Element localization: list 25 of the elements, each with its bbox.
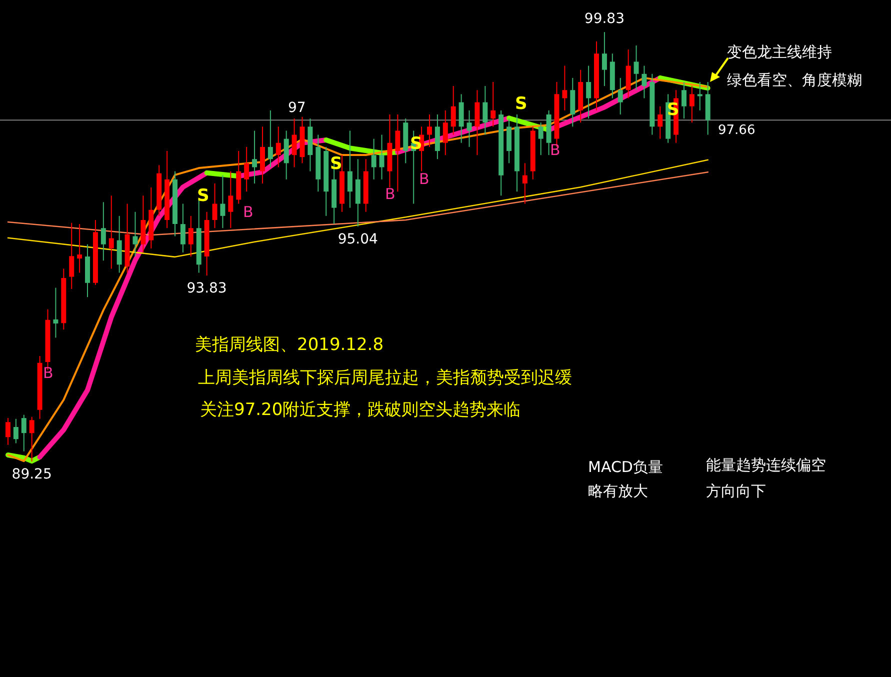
annotation: S [667,100,680,120]
annotation: S [197,186,210,206]
text: 略有放大 [588,482,648,500]
annotation: S [410,134,422,154]
text: 变色龙主线维持 [727,43,832,61]
annotation: 99.83 [584,11,625,28]
annotation: 97 [288,100,306,116]
annotation: 美指周线图、2019.12.8 [195,335,384,355]
annotation: B [550,141,560,159]
annotation: 能量趋势连续偏空 [706,456,826,474]
annotation: S [330,154,342,174]
annotation: B [43,364,54,382]
ref-line-label: 97.66 [718,123,756,138]
annotation: B [385,185,396,203]
annotation: 95.04 [338,231,378,248]
annotation: MACD负量 [588,458,663,476]
annotation: 关注97.20附近支撑，跌破则空头趋势来临 [200,400,521,420]
text: 绿色看空、角度模糊 [727,71,862,89]
annotation: 89.25 [12,466,52,482]
annotation: B [243,203,254,221]
annotation: 上周美指周线下探后周尾拉起，美指颓势受到迟缓 [198,368,572,388]
annotation: S [515,94,528,114]
text: 方向向下 [706,482,766,500]
annotation: B [419,170,430,188]
annotation: 93.83 [186,280,227,297]
